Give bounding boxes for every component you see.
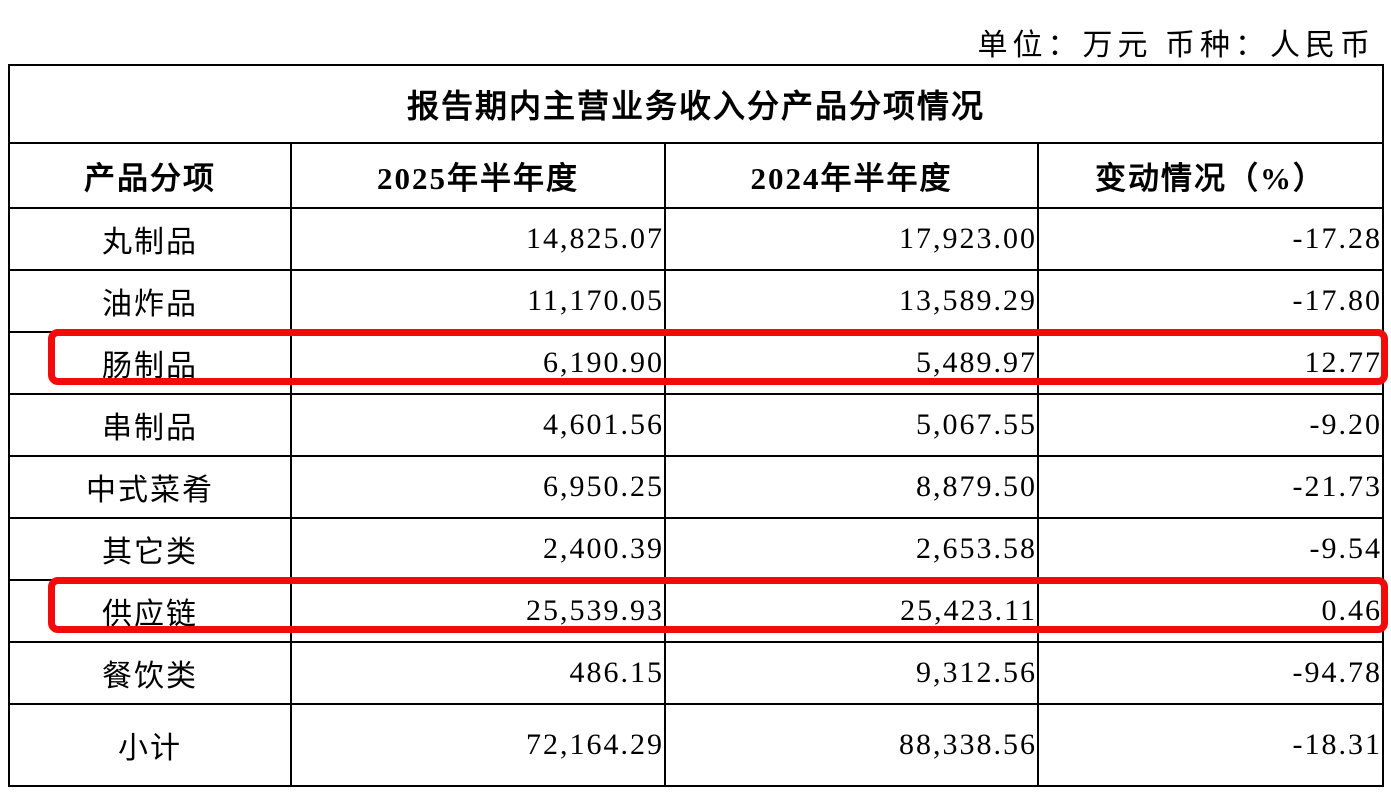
header-2025-half-year: 2025年半年度	[290, 142, 666, 209]
value-2025-cell: 72,164.29	[290, 703, 666, 787]
table-row: 供应链 25,539.93 25,423.11 0.46	[8, 579, 1385, 643]
value-2024-cell: 8,879.50	[664, 455, 1039, 519]
header-product-segment: 产品分项	[8, 142, 292, 209]
table-row: 其它类 2,400.39 2,653.58 -9.54	[8, 517, 1385, 581]
value-2024-cell: 5,489.97	[664, 331, 1039, 395]
change-percent-cell: -17.80	[1036, 269, 1385, 333]
change-percent-cell: 12.77	[1036, 331, 1385, 395]
table-row: 肠制品 6,190.90 5,489.97 12.77	[8, 331, 1385, 395]
product-name-cell: 其它类	[8, 517, 292, 581]
table-row: 串制品 4,601.56 5,067.55 -9.20	[8, 393, 1385, 457]
change-percent-cell: -21.73	[1036, 455, 1385, 519]
product-name-cell: 餐饮类	[8, 641, 292, 705]
change-percent-cell: 0.46	[1036, 579, 1385, 643]
value-2024-cell: 5,067.55	[664, 393, 1039, 457]
table-row: 小计 72,164.29 88,338.56 -18.31	[8, 703, 1385, 787]
table-body: 丸制品 14,825.07 17,923.00 -17.28 油炸品 11,17…	[8, 207, 1385, 787]
value-2024-cell: 13,589.29	[664, 269, 1039, 333]
value-2024-cell: 88,338.56	[664, 703, 1039, 787]
value-2024-cell: 25,423.11	[664, 579, 1039, 643]
revenue-by-product-table: 报告期内主营业务收入分产品分项情况 产品分项 2025年半年度 2024年半年度…	[7, 64, 1385, 787]
value-2024-cell: 17,923.00	[664, 207, 1039, 271]
value-2025-cell: 6,190.90	[290, 331, 666, 395]
value-2025-cell: 25,539.93	[290, 579, 666, 643]
table-row: 餐饮类 486.15 9,312.56 -94.78	[8, 641, 1385, 705]
product-name-cell: 串制品	[8, 393, 292, 457]
value-2025-cell: 2,400.39	[290, 517, 666, 581]
header-2024-half-year: 2024年半年度	[664, 142, 1039, 209]
value-2024-cell: 9,312.56	[664, 641, 1039, 705]
unit-currency-note: 单位：万元 币种：人民币	[977, 29, 1375, 62]
product-name-cell: 油炸品	[8, 269, 292, 333]
product-name-cell: 肠制品	[8, 331, 292, 395]
table-row: 油炸品 11,170.05 13,589.29 -17.80	[8, 269, 1385, 333]
table-header-row: 产品分项 2025年半年度 2024年半年度 变动情况（%）	[8, 142, 1385, 209]
table-title-row: 报告期内主营业务收入分产品分项情况	[7, 64, 1385, 144]
header-change-percent: 变动情况（%）	[1036, 142, 1385, 209]
change-percent-cell: -9.20	[1036, 393, 1385, 457]
value-2025-cell: 6,950.25	[290, 455, 666, 519]
value-2025-cell: 4,601.56	[290, 393, 666, 457]
change-percent-cell: -17.28	[1036, 207, 1385, 271]
product-name-cell: 小计	[8, 703, 292, 787]
product-name-cell: 供应链	[8, 579, 292, 643]
table-row: 丸制品 14,825.07 17,923.00 -17.28	[8, 207, 1385, 271]
change-percent-cell: -9.54	[1036, 517, 1385, 581]
product-name-cell: 中式菜肴	[8, 455, 292, 519]
table-row: 中式菜肴 6,950.25 8,879.50 -21.73	[8, 455, 1385, 519]
value-2024-cell: 2,653.58	[664, 517, 1039, 581]
change-percent-cell: -94.78	[1036, 641, 1385, 705]
value-2025-cell: 11,170.05	[290, 269, 666, 333]
table-title: 报告期内主营业务收入分产品分项情况	[7, 64, 1385, 144]
change-percent-cell: -18.31	[1036, 703, 1385, 787]
product-name-cell: 丸制品	[8, 207, 292, 271]
value-2025-cell: 14,825.07	[290, 207, 666, 271]
value-2025-cell: 486.15	[290, 641, 666, 705]
